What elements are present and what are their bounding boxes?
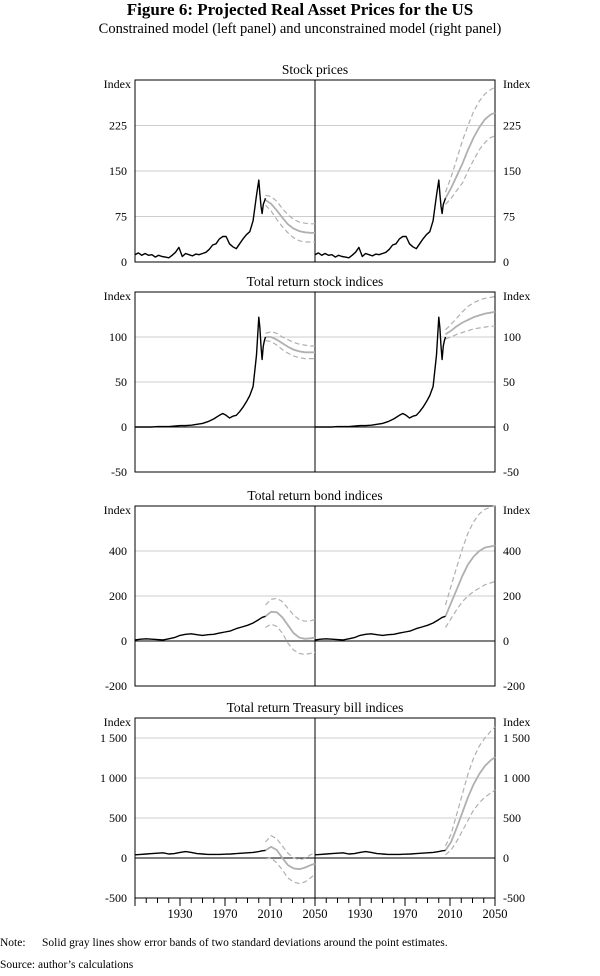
panel-1-left-upper-band bbox=[265, 194, 315, 225]
panel-3-right-upper-band bbox=[444, 505, 496, 606]
panel-2-ytick-right: 0 bbox=[503, 420, 509, 434]
panel-4-xtick-label-right: 2050 bbox=[483, 907, 508, 921]
panel-1-right-upper-band bbox=[444, 86, 496, 193]
panel-1-title: Stock prices bbox=[282, 62, 348, 77]
panel-3-right-projection bbox=[444, 544, 496, 617]
panel-4-ytick-right: 1 500 bbox=[503, 731, 530, 745]
panel-4-right-projection bbox=[444, 756, 496, 851]
panel-4-ytick-left: -500 bbox=[105, 891, 127, 905]
panel-2-ytick-left: 100 bbox=[109, 330, 127, 344]
panel-1-ylabel-right: Index bbox=[503, 77, 530, 91]
panel-3-ytick-left: 200 bbox=[109, 589, 127, 603]
panel-1-ytick-left: 150 bbox=[109, 164, 127, 178]
panel-4-xtick-label-left: 1930 bbox=[168, 907, 193, 921]
panel-3-right-lower-band bbox=[444, 580, 496, 628]
panel-2-ytick-left: -50 bbox=[111, 465, 127, 479]
panel-4-right-history bbox=[314, 849, 446, 856]
panel-4-ylabel-right: Index bbox=[503, 715, 530, 729]
panel-4-ytick-right: 500 bbox=[503, 811, 521, 825]
figure-title: Figure 6: Projected Real Asset Prices fo… bbox=[126, 0, 474, 19]
panel-4-ytick-left: 1 000 bbox=[100, 771, 127, 785]
panel-1-right-history bbox=[314, 179, 447, 259]
panel-3-ytick-left: 0 bbox=[121, 634, 127, 648]
figure-subtitle: Constrained model (left panel) and uncon… bbox=[98, 21, 502, 37]
panel-3-left-upper-band bbox=[265, 597, 316, 622]
panel-3-left-history bbox=[134, 615, 266, 641]
panel-2-left-projection bbox=[265, 336, 315, 354]
panel-4-xtick-label-right: 1930 bbox=[348, 907, 373, 921]
panel-4-left-lower-band bbox=[265, 857, 316, 885]
panel-2-ytick-right: 50 bbox=[503, 375, 515, 389]
panel-2-ylabel-left: Index bbox=[104, 289, 131, 303]
panel-1-left-history bbox=[134, 179, 267, 259]
panel-3-ytick-right: 0 bbox=[503, 634, 509, 648]
panel-4-xtick-label-right: 2010 bbox=[438, 907, 463, 921]
panel-2-title: Total return stock indices bbox=[247, 274, 384, 289]
panel-2-ytick-right: 100 bbox=[503, 330, 521, 344]
panel-2-ylabel-right: Index bbox=[503, 289, 530, 303]
panel-2-left-upper-band bbox=[265, 330, 315, 347]
panel-4-right-lower-band bbox=[445, 789, 496, 856]
panel-4-xtick-label-left: 2050 bbox=[303, 907, 328, 921]
panel-1-ytick-right: 150 bbox=[503, 164, 521, 178]
panel-2-left-lower-band bbox=[265, 340, 315, 360]
panel-3-left-projection bbox=[264, 610, 316, 640]
panel-3-right-history bbox=[314, 615, 446, 641]
panel-2-ytick-left: 50 bbox=[115, 375, 127, 389]
panel-1-ytick-left: 0 bbox=[121, 255, 127, 269]
panel-3-ytick-right: 400 bbox=[503, 544, 521, 558]
panel-4-xtick-label-left: 2010 bbox=[258, 907, 283, 921]
panel-1-ytick-right: 75 bbox=[503, 210, 515, 224]
panel-4-ytick-left: 1 500 bbox=[100, 731, 127, 745]
panel-2-ytick-left: 0 bbox=[121, 420, 127, 434]
panel-2-right-lower-band bbox=[445, 325, 495, 340]
figure-source: Source: author’s calculations bbox=[0, 959, 134, 971]
panel-1-ytick-right: 0 bbox=[503, 255, 509, 269]
panel-4-ytick-right: -500 bbox=[503, 891, 525, 905]
panel-3-ytick-left: -200 bbox=[105, 679, 127, 693]
panel-4-ytick-right: 0 bbox=[503, 851, 509, 865]
panel-4-xtick-label-left: 1970 bbox=[213, 907, 238, 921]
panel-1-right-projection bbox=[444, 111, 496, 199]
panel-3-ytick-right: -200 bbox=[503, 679, 525, 693]
panel-4-left-history bbox=[134, 849, 266, 856]
panel-1-left-projection bbox=[265, 199, 315, 234]
panel-3-ytick-left: 400 bbox=[109, 544, 127, 558]
panel-1-ytick-left: 225 bbox=[109, 119, 127, 133]
panel-3-left-lower-band bbox=[265, 623, 316, 656]
panel-3-ylabel-left: Index bbox=[104, 503, 131, 517]
panel-4-ytick-left: 0 bbox=[121, 851, 127, 865]
panel-4-right-upper-band bbox=[444, 726, 496, 847]
panel-2-right-history bbox=[315, 316, 447, 428]
panel-3-ytick-right: 200 bbox=[503, 589, 521, 603]
panel-2-right-upper-band bbox=[445, 295, 496, 331]
note-label: Note: bbox=[0, 937, 26, 949]
panel-4-title: Total return Treasury bill indices bbox=[227, 700, 404, 715]
panel-4-ylabel-left: Index bbox=[104, 715, 131, 729]
panel-4-left-upper-band bbox=[265, 834, 316, 861]
panel-3-title: Total return bond indices bbox=[247, 488, 382, 503]
panel-4-xtick-label-right: 1970 bbox=[393, 907, 418, 921]
panel-1-ylabel-left: Index bbox=[104, 77, 131, 91]
panel-1-left-lower-band bbox=[265, 204, 315, 243]
figure-note: Note: Solid gray lines show error bands o… bbox=[0, 936, 600, 951]
panel-4-ytick-right: 1 000 bbox=[503, 771, 530, 785]
panel-2-ytick-right: -50 bbox=[503, 465, 519, 479]
panel-4-ytick-left: 500 bbox=[109, 811, 127, 825]
note-text: Solid gray lines show error bands of two… bbox=[42, 937, 448, 949]
panel-2-left-history bbox=[135, 316, 267, 428]
panel-1-ytick-right: 225 bbox=[503, 119, 521, 133]
panel-1-ytick-left: 75 bbox=[115, 210, 127, 224]
panel-2-right-projection bbox=[445, 310, 496, 336]
panel-4-left-projection bbox=[265, 845, 316, 871]
panel-3-ylabel-right: Index bbox=[503, 503, 530, 517]
